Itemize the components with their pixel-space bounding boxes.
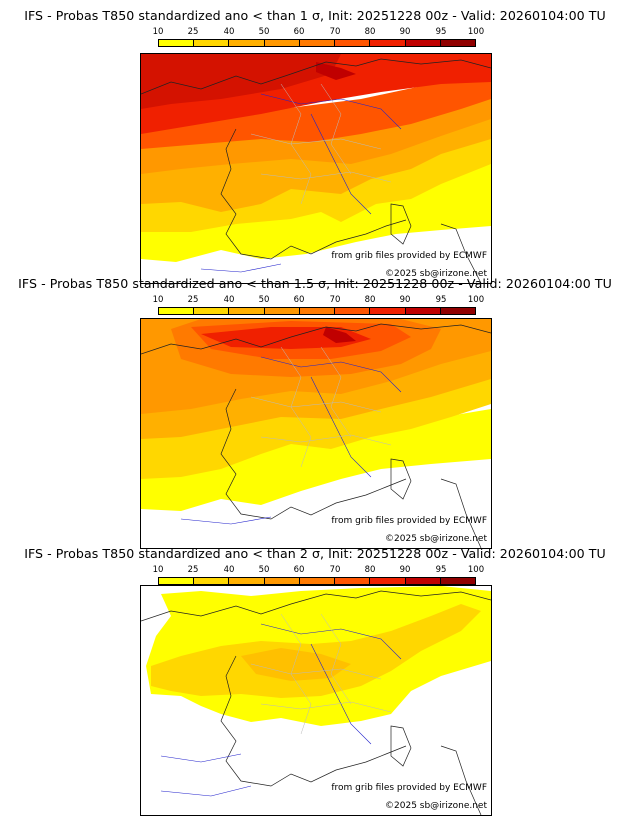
colorbar-segment xyxy=(159,40,195,46)
colorbar-tick: 50 xyxy=(258,565,270,575)
colorbar-segment xyxy=(405,308,441,314)
colorbar xyxy=(158,39,476,47)
prob-zone-40 xyxy=(141,114,491,212)
admin-borders xyxy=(250,346,392,468)
colorbar-segment xyxy=(335,40,371,46)
colorbar-tick: 70 xyxy=(329,295,341,305)
rivers xyxy=(200,93,402,273)
colorbar-tick: 40 xyxy=(223,295,235,305)
colorbar-segment xyxy=(405,40,441,46)
admin-borders xyxy=(250,83,392,205)
probability-map: from grib files provided by ECMWF ©2025 … xyxy=(140,318,492,549)
colorbar-tick: 70 xyxy=(329,565,341,575)
prob-zone-70 xyxy=(141,74,491,149)
colorbar-tick: 100 xyxy=(467,295,485,305)
colorbar-tick: 90 xyxy=(399,295,411,305)
colorbar-tick: 80 xyxy=(364,295,376,305)
panel-1-sigma-1: IFS - Probas T850 standardized ano < tha… xyxy=(0,8,630,284)
colorbar-segment xyxy=(335,308,371,314)
colorbar-segment xyxy=(159,308,195,314)
map-svg xyxy=(141,54,491,283)
colorbar-segment xyxy=(370,40,406,46)
panel-title: IFS - Probas T850 standardized ano < tha… xyxy=(24,546,606,561)
colorbar-tick: 10 xyxy=(152,565,164,575)
admin-borders xyxy=(250,613,392,735)
colorbar-tick: 50 xyxy=(258,295,270,305)
colorbar-segment xyxy=(159,578,195,584)
panel-title: IFS - Probas T850 standardized ano < tha… xyxy=(24,8,606,23)
colorbar-tick: 100 xyxy=(467,565,485,575)
colorbar-segment xyxy=(229,40,265,46)
colorbar xyxy=(158,577,476,585)
colorbar-tick: 95 xyxy=(435,295,447,305)
coastlines xyxy=(141,323,491,548)
colorbar-tick: 90 xyxy=(399,27,411,37)
prob-zone-10 xyxy=(141,409,491,511)
colorbar-segment xyxy=(440,578,475,584)
colorbar-tick: 95 xyxy=(435,27,447,37)
colorbar-tick: 25 xyxy=(187,27,199,37)
coastlines xyxy=(141,590,491,815)
prob-zone-25 xyxy=(151,604,481,698)
colorbar-segment xyxy=(299,308,336,314)
colorbar-tick: 60 xyxy=(293,295,305,305)
probability-map: from grib files provided by ECMWF ©2025 … xyxy=(140,53,492,284)
colorbar-segment xyxy=(264,578,300,584)
colorbar-tick: 90 xyxy=(399,565,411,575)
colorbar-tick: 10 xyxy=(152,295,164,305)
colorbar-tick: 60 xyxy=(293,565,305,575)
colorbar-tick: 60 xyxy=(293,27,305,37)
probability-map: from grib files provided by ECMWF ©2025 … xyxy=(140,585,492,816)
colorbar-segment xyxy=(264,40,300,46)
colorbar-tick: 70 xyxy=(329,27,341,37)
colorbar-tick: 25 xyxy=(187,295,199,305)
colorbar-tick: 10 xyxy=(152,27,164,37)
colorbar-tick: 25 xyxy=(187,565,199,575)
map-svg xyxy=(141,586,491,815)
prob-zone-90 xyxy=(323,327,356,343)
credit-source: from grib files provided by ECMWF xyxy=(331,251,487,261)
panel-title: IFS - Probas T850 standardized ano < tha… xyxy=(18,276,612,291)
colorbar-segment xyxy=(299,40,336,46)
credit-copyright: ©2025 sb@irizone.net xyxy=(385,801,487,811)
colorbar-tick: 100 xyxy=(467,27,485,37)
rivers xyxy=(160,623,402,797)
rivers xyxy=(180,356,402,525)
colorbar-tick: 95 xyxy=(435,565,447,575)
prob-zone-85 xyxy=(141,54,341,109)
credit-source: from grib files provided by ECMWF xyxy=(331,783,487,793)
colorbar xyxy=(158,307,476,315)
credit-copyright: ©2025 sb@irizone.net xyxy=(385,534,487,544)
colorbar-segment xyxy=(405,578,441,584)
colorbar-segment xyxy=(370,308,406,314)
panel-3-sigma-2: IFS - Probas T850 standardized ano < tha… xyxy=(0,546,630,816)
prob-zone-30 xyxy=(241,648,351,681)
credit-source: from grib files provided by ECMWF xyxy=(331,516,487,526)
colorbar-tick: 40 xyxy=(223,565,235,575)
colorbar-segment xyxy=(370,578,406,584)
colorbar-segment xyxy=(229,308,265,314)
prob-zone-90 xyxy=(316,62,356,80)
colorbar-segment xyxy=(194,308,230,314)
colorbar-segment xyxy=(194,578,230,584)
colorbar-segment xyxy=(440,40,475,46)
map-svg xyxy=(141,319,491,548)
credit-copyright: ©2025 sb@irizone.net xyxy=(385,269,487,279)
colorbar-segment xyxy=(264,308,300,314)
colorbar-tick: 40 xyxy=(223,27,235,37)
colorbar-segment xyxy=(440,308,475,314)
colorbar-segment xyxy=(299,578,336,584)
colorbar-tick: 80 xyxy=(364,27,376,37)
colorbar-tick: 50 xyxy=(258,27,270,37)
colorbar-segment xyxy=(335,578,371,584)
colorbar-tick: 80 xyxy=(364,565,376,575)
colorbar-segment xyxy=(229,578,265,584)
coastlines xyxy=(141,58,491,283)
colorbar-segment xyxy=(194,40,230,46)
panel-2-sigma-1-5: IFS - Probas T850 standardized ano < tha… xyxy=(0,276,630,549)
